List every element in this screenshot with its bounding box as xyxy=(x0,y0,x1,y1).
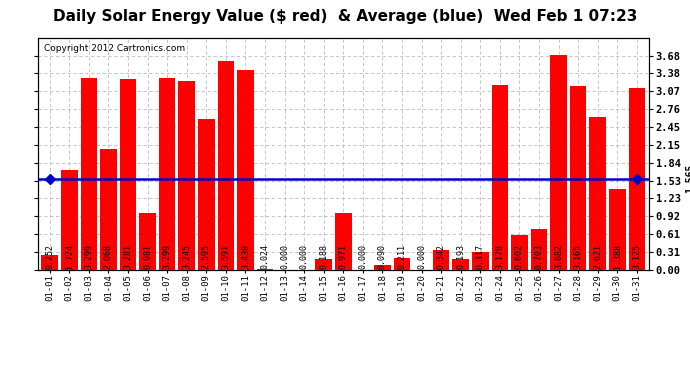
Text: 0.252: 0.252 xyxy=(45,244,55,269)
Text: 1.565: 1.565 xyxy=(685,164,690,194)
Bar xyxy=(433,250,449,270)
Text: 0.188: 0.188 xyxy=(319,244,328,269)
Text: 0.090: 0.090 xyxy=(378,244,387,269)
Bar xyxy=(394,258,411,270)
Text: 0.000: 0.000 xyxy=(417,244,426,269)
Bar xyxy=(629,88,645,270)
Text: 0.000: 0.000 xyxy=(358,244,367,269)
Text: 3.591: 3.591 xyxy=(221,244,230,269)
Bar xyxy=(119,79,137,270)
Text: 0.703: 0.703 xyxy=(535,244,544,269)
Text: 3.299: 3.299 xyxy=(84,244,93,269)
Text: 2.068: 2.068 xyxy=(104,244,113,269)
Bar xyxy=(257,268,273,270)
Bar xyxy=(531,229,547,270)
Text: 3.165: 3.165 xyxy=(573,244,582,269)
Text: 0.193: 0.193 xyxy=(456,244,465,269)
Bar xyxy=(550,56,567,270)
Bar xyxy=(335,213,352,270)
Text: 0.024: 0.024 xyxy=(261,244,270,269)
Bar xyxy=(315,259,332,270)
Bar xyxy=(198,119,215,270)
Bar xyxy=(374,265,391,270)
Text: 0.342: 0.342 xyxy=(437,244,446,269)
Text: 0.000: 0.000 xyxy=(280,244,289,269)
Text: 0.602: 0.602 xyxy=(515,244,524,269)
Bar xyxy=(237,70,254,270)
Text: 3.281: 3.281 xyxy=(124,244,132,269)
Text: 3.299: 3.299 xyxy=(163,244,172,269)
Text: 0.317: 0.317 xyxy=(476,244,485,269)
Bar xyxy=(589,117,606,270)
Bar xyxy=(472,252,489,270)
Text: 0.981: 0.981 xyxy=(143,244,152,269)
Bar xyxy=(217,61,234,270)
Bar xyxy=(81,78,97,270)
Text: Copyright 2012 Cartronics.com: Copyright 2012 Cartronics.com xyxy=(44,45,185,54)
Bar xyxy=(159,78,175,270)
Text: 3.245: 3.245 xyxy=(182,244,191,269)
Bar xyxy=(570,86,586,270)
Bar xyxy=(511,235,528,270)
Text: 1.724: 1.724 xyxy=(65,244,74,269)
Bar xyxy=(100,150,117,270)
Text: 3.682: 3.682 xyxy=(554,244,563,269)
Text: 3.430: 3.430 xyxy=(241,244,250,269)
Text: 0.000: 0.000 xyxy=(299,244,308,269)
Bar xyxy=(609,189,626,270)
Text: Daily Solar Energy Value ($ red)  & Average (blue)  Wed Feb 1 07:23: Daily Solar Energy Value ($ red) & Avera… xyxy=(53,9,637,24)
Bar xyxy=(41,255,58,270)
Bar xyxy=(179,81,195,270)
Bar xyxy=(453,259,469,270)
Bar xyxy=(61,170,77,270)
Text: 1.388: 1.388 xyxy=(613,244,622,269)
Text: 0.211: 0.211 xyxy=(397,244,406,269)
Text: 3.178: 3.178 xyxy=(495,244,504,269)
Bar xyxy=(139,213,156,270)
Text: 0.971: 0.971 xyxy=(339,244,348,269)
Text: 2.595: 2.595 xyxy=(201,244,210,269)
Text: 3.125: 3.125 xyxy=(632,244,642,269)
Bar xyxy=(491,85,508,270)
Text: 2.621: 2.621 xyxy=(593,244,602,269)
